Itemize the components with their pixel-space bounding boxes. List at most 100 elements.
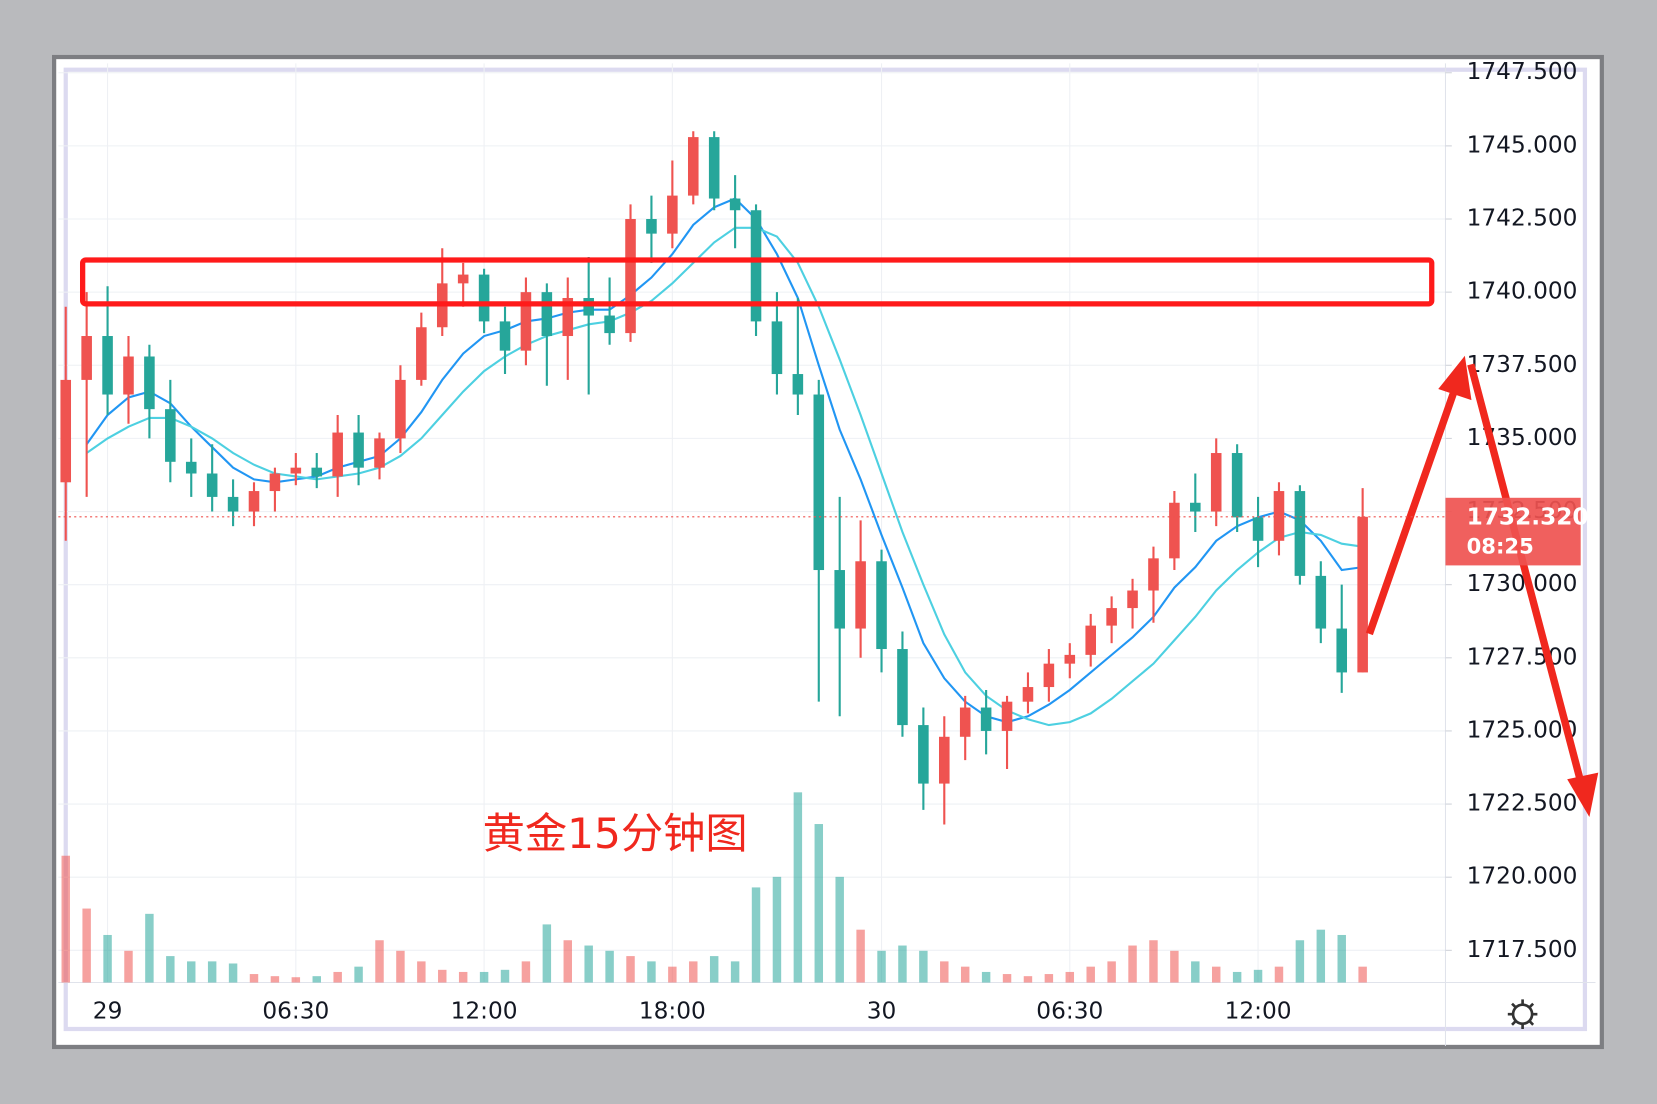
arrow-down	[1467, 363, 1585, 783]
volume-bar	[1232, 971, 1242, 983]
x-tick-label: 18:00	[639, 998, 706, 1025]
volume-bar	[249, 974, 259, 983]
labels: 1717.500 1720.000 1722.500 1725.000 1727.500…	[93, 58, 1578, 1024]
volume-bar	[960, 966, 970, 983]
volume-bar	[333, 971, 342, 983]
volume-bar	[207, 961, 217, 983]
volume-bar	[709, 956, 719, 983]
candle-body	[1231, 453, 1243, 518]
volume-bar	[793, 792, 803, 983]
volume-bar	[772, 876, 782, 983]
candle-body	[81, 336, 92, 380]
volume-bar	[228, 963, 238, 983]
volume-bar	[458, 971, 468, 983]
candle-body	[834, 570, 845, 629]
volume-bar	[375, 940, 384, 983]
volume-bar	[438, 969, 447, 983]
y-tick-label: 1720.000	[1467, 863, 1578, 890]
candle-body	[123, 356, 134, 395]
candle-body	[499, 321, 511, 351]
volume-bar	[270, 976, 280, 983]
candle-body	[562, 297, 574, 337]
moving-average-line	[86, 226, 1363, 727]
volume-bar	[898, 945, 907, 983]
candle-body	[1357, 516, 1368, 673]
volume-bar	[647, 961, 656, 983]
candle-body	[1085, 625, 1096, 655]
volume-bar	[187, 961, 196, 983]
volume-bar	[1086, 966, 1095, 983]
volume-bar	[626, 956, 635, 983]
x-tick-label: 06:30	[1036, 998, 1103, 1025]
volume-bar	[1253, 969, 1263, 983]
volume-bar	[521, 961, 531, 983]
volume-bar	[1274, 966, 1284, 983]
candle-body	[457, 274, 469, 284]
volume-bar	[605, 950, 614, 983]
candle-body	[165, 409, 176, 462]
volume	[61, 792, 1367, 983]
volume-bar	[730, 961, 740, 983]
x-tick-label: 06:30	[262, 998, 329, 1025]
moving-average-line	[85, 197, 1363, 724]
y-tick-label: 1747.500	[1467, 58, 1578, 85]
arrow-up	[1365, 384, 1460, 636]
candle-body	[667, 195, 678, 234]
candle-body	[792, 374, 804, 395]
candle-body	[918, 725, 929, 784]
gear-teeth[interactable]	[1507, 999, 1538, 1029]
y-tick-label: 1735.000	[1467, 424, 1578, 451]
candle-body	[729, 198, 741, 211]
candle-body	[353, 432, 364, 468]
volume-bar	[563, 940, 572, 983]
volume-bar	[124, 950, 133, 983]
volume-bar	[61, 855, 70, 983]
volume-bar	[835, 876, 844, 983]
volume-bar	[940, 961, 949, 983]
candle-body	[1273, 491, 1285, 541]
volume-bar	[1191, 961, 1200, 983]
volume-bar	[1023, 976, 1033, 983]
candle-body	[646, 219, 657, 234]
y-tick-label: 1722.500	[1467, 790, 1578, 817]
settings-icon[interactable]	[1507, 999, 1538, 1029]
volume-bar	[668, 966, 677, 983]
candle-body	[1127, 590, 1138, 609]
volume-bar	[1337, 934, 1346, 983]
volume-bar	[1065, 971, 1075, 983]
last-price-box	[1445, 497, 1581, 566]
candle-body	[1064, 654, 1076, 664]
volume-bar	[689, 961, 698, 983]
candle-body	[1169, 502, 1180, 559]
candle-body	[416, 327, 427, 380]
candle-body	[520, 292, 532, 351]
volume-bar	[1358, 966, 1367, 983]
volume-bar	[751, 887, 761, 983]
volume-bar	[103, 934, 112, 983]
candle-body	[959, 707, 971, 737]
x-tick-label: 29	[93, 998, 123, 1025]
volume-bar	[82, 908, 91, 983]
moving-averages	[85, 197, 1363, 727]
y-tick-label: 1725.000	[1467, 716, 1578, 743]
arrows	[1365, 355, 1599, 818]
candle-body	[1294, 491, 1306, 576]
y-tick-label: 1740.000	[1467, 278, 1578, 305]
candle-body	[395, 379, 406, 439]
volume-bar	[856, 929, 865, 983]
volume-bar	[1044, 974, 1054, 983]
candle-body	[813, 394, 825, 571]
candle-body	[583, 297, 594, 316]
candle-body	[248, 491, 260, 512]
candle-body	[227, 496, 239, 512]
volume-bar	[312, 976, 321, 983]
volume-bar	[584, 945, 593, 983]
candle-body	[939, 736, 950, 784]
candle-body	[980, 707, 992, 731]
resistance-zone	[79, 257, 1435, 307]
candle-body	[374, 438, 385, 468]
y-tick-label: 1730.000	[1467, 570, 1578, 597]
candle-body	[1210, 453, 1222, 512]
candle-body	[1001, 701, 1013, 731]
